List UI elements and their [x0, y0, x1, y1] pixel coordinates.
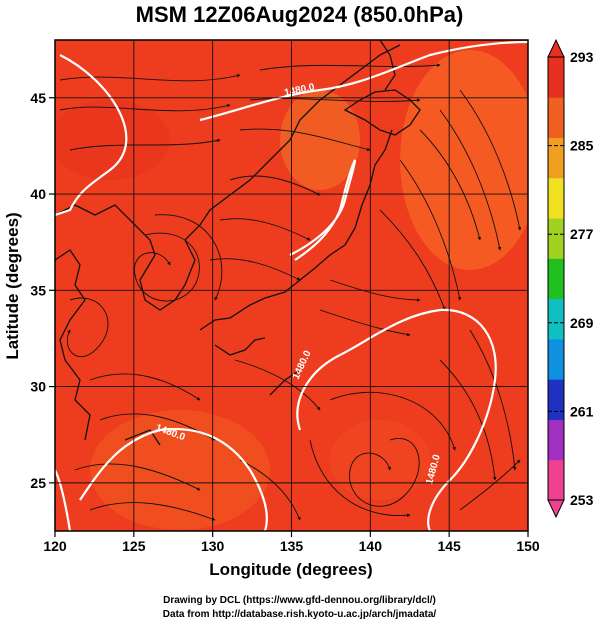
x-tick-label: 140 — [359, 538, 383, 554]
x-axis-label: Longitude (degrees) — [209, 560, 372, 579]
colorbar-tick-label: 261 — [570, 403, 594, 419]
colorbar-top-arrow — [547, 38, 565, 58]
colorbar-segment — [548, 298, 564, 340]
height-contours — [55, 40, 528, 531]
colorbar-segment — [548, 218, 564, 259]
coastlines — [55, 40, 421, 446]
colorbar-tick-label: 293 — [570, 49, 594, 65]
colorbar: 293 285 277 269 261 253 — [547, 38, 594, 519]
y-axis: 25 30 35 40 45 — [30, 90, 55, 491]
x-tick-label: 145 — [437, 538, 461, 554]
wind-streamlines — [59, 63, 522, 521]
colorbar-segment — [548, 459, 564, 501]
colorbar-tick-label: 285 — [570, 138, 594, 154]
colorbar-tick-label: 277 — [570, 226, 594, 242]
colorbar-bottom-arrow — [547, 499, 565, 519]
y-tick-label: 30 — [30, 379, 46, 395]
colorbar-segment — [548, 57, 564, 98]
colorbar-segment — [548, 338, 564, 380]
colorbar-tick-label: 253 — [570, 492, 594, 508]
x-tick-label: 130 — [201, 538, 225, 554]
x-tick-label: 125 — [122, 538, 146, 554]
credit-data: Data from http://database.rish.kyoto-u.a… — [162, 609, 437, 620]
colorbar-segment — [548, 419, 564, 461]
colorbar-segment — [548, 137, 564, 179]
x-tick-label: 150 — [516, 538, 540, 554]
y-tick-label: 35 — [30, 282, 46, 298]
colorbar-tick-label: 269 — [570, 315, 594, 331]
colorbar-segment — [548, 97, 564, 139]
x-axis: 120 125 130 135 140 145 150 — [43, 531, 540, 554]
plot-title: MSM 12Z06Aug2024 (850.0hPa) — [135, 2, 464, 27]
x-tick-label: 135 — [280, 538, 304, 554]
credit-drawing: Drawing by DCL (https://www.gfd-dennou.o… — [163, 595, 436, 606]
y-tick-label: 40 — [30, 186, 46, 202]
y-axis-label: Latitude (degrees) — [3, 212, 22, 359]
colorbar-segment — [548, 177, 564, 219]
colorbar-segment — [548, 379, 564, 420]
grid-lines — [55, 40, 528, 531]
y-tick-label: 45 — [30, 90, 46, 106]
x-tick-label: 120 — [43, 538, 67, 554]
y-tick-label: 25 — [30, 475, 46, 491]
colorbar-segment — [548, 258, 564, 300]
